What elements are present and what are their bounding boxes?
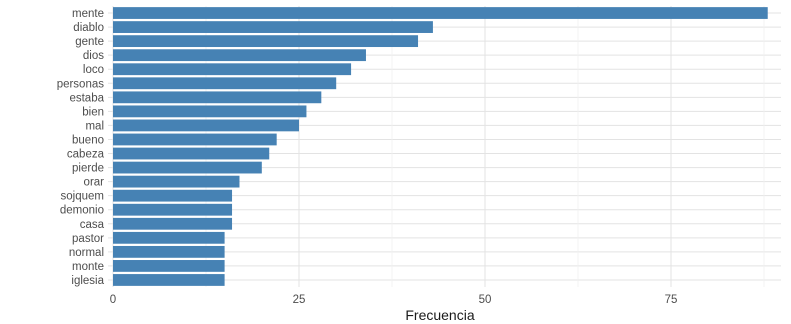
y-tick-label-mal: mal: [85, 120, 104, 132]
bar-diablo: [113, 21, 433, 33]
bar-gente: [113, 35, 419, 48]
y-tick-label-sojquem: sojquem: [61, 191, 104, 203]
y-axis-tick-labels: mente diablo gente dios loco personas estaba bi…: [57, 8, 105, 287]
y-tick-label-pierde: pierde: [72, 163, 104, 175]
bar-sojquem: [113, 189, 233, 202]
bar-estaba: [113, 91, 322, 104]
bar-pierde: [113, 161, 262, 174]
bar-iglesia: [113, 274, 225, 286]
x-tick-label-0: 0: [110, 294, 116, 306]
y-tick-label-personas: personas: [57, 78, 105, 90]
bar-orar: [113, 175, 240, 188]
bar-mente: [113, 7, 768, 19]
y-tick-label-casa: casa: [80, 219, 105, 231]
x-tick-label-50: 50: [479, 294, 492, 306]
bar-casa: [113, 217, 233, 230]
x-axis-title: Frecuencia: [405, 307, 474, 323]
x-axis-tick-labels: 0 25 50 75: [110, 294, 678, 306]
bar-pastor: [113, 231, 225, 244]
y-tick-label-cabeza: cabeza: [67, 149, 105, 161]
bar-demonio: [113, 203, 233, 216]
y-tick-label-bien: bien: [82, 106, 104, 118]
y-tick-label-mente: mente: [72, 8, 104, 20]
y-tick-label-diablo: diablo: [73, 22, 104, 34]
y-tick-label-iglesia: iglesia: [71, 275, 104, 287]
grid-lines: [108, 6, 781, 287]
y-tick-label-pastor: pastor: [72, 233, 104, 245]
y-tick-label-orar: orar: [84, 177, 105, 189]
x-tick-label-75: 75: [665, 294, 678, 306]
bar-dios: [113, 49, 366, 62]
y-tick-label-bueno: bueno: [72, 134, 104, 146]
bar-monte: [113, 260, 225, 272]
y-tick-label-normal: normal: [69, 247, 104, 259]
bar-normal: [113, 245, 225, 258]
bar-bueno: [113, 133, 277, 146]
y-tick-label-monte: monte: [72, 261, 104, 273]
y-tick-label-dios: dios: [83, 50, 104, 62]
bar-loco: [113, 63, 352, 76]
x-tick-label-25: 25: [293, 294, 306, 306]
bar-mal: [113, 119, 299, 132]
y-tick-label-gente: gente: [75, 36, 104, 48]
bar-personas: [113, 77, 337, 90]
y-tick-label-loco: loco: [83, 64, 104, 76]
bar-cabeza: [113, 147, 270, 160]
y-tick-label-demonio: demonio: [60, 205, 104, 217]
bars: [113, 7, 768, 286]
bar-bien: [113, 105, 307, 118]
y-tick-label-estaba: estaba: [69, 92, 104, 104]
